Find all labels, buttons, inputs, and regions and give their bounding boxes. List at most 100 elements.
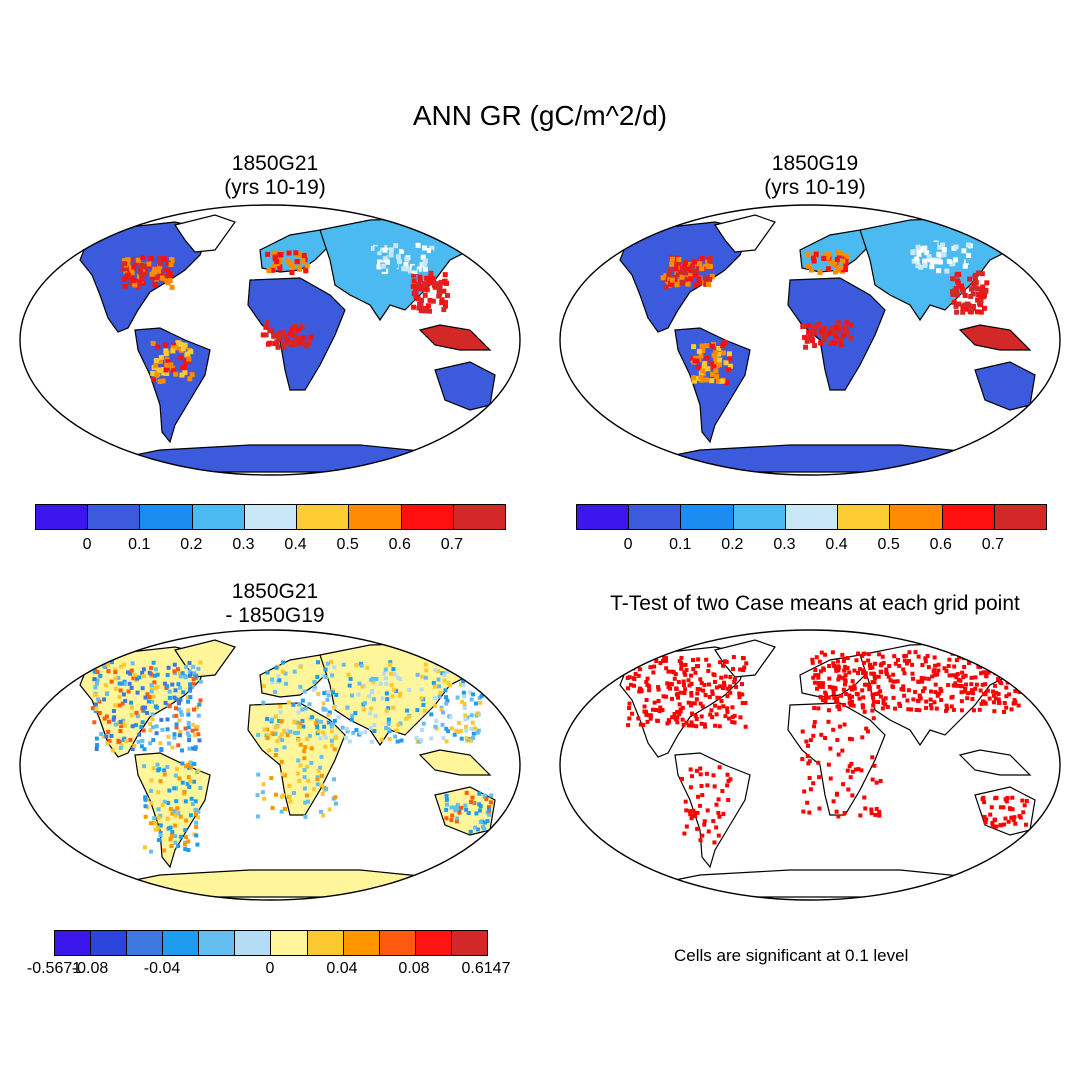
grid-cell xyxy=(922,686,927,691)
grid-cell xyxy=(374,677,379,682)
grid-cell xyxy=(279,809,284,814)
grid-cell xyxy=(423,675,428,680)
grid-cell xyxy=(700,704,705,709)
grid-cell xyxy=(442,678,447,683)
grid-cell xyxy=(469,726,474,731)
grid-cell xyxy=(996,697,1001,702)
grid-cell xyxy=(151,738,156,743)
grid-cell xyxy=(255,793,260,798)
grid-cell xyxy=(994,824,999,829)
grid-cell xyxy=(122,681,127,686)
grid-cell xyxy=(717,724,722,729)
grid-cell xyxy=(970,291,976,297)
grid-cell xyxy=(423,662,428,667)
grid-cell xyxy=(836,327,842,333)
grid-cell xyxy=(143,695,148,700)
grid-cell xyxy=(721,663,726,668)
grid-cell xyxy=(849,761,854,766)
grid-cell xyxy=(173,688,178,693)
grid-cell xyxy=(856,671,861,676)
grid-cell xyxy=(173,773,178,778)
grid-cell xyxy=(980,699,985,704)
grid-cell xyxy=(267,340,273,346)
grid-cell xyxy=(113,686,118,691)
grid-cell xyxy=(990,657,995,662)
grid-cell xyxy=(728,675,733,680)
grid-cell xyxy=(142,764,147,769)
grid-cell xyxy=(965,258,971,264)
grid-cell xyxy=(969,675,974,680)
grid-cell xyxy=(125,257,131,263)
grid-cell xyxy=(187,673,192,678)
grid-cell xyxy=(298,742,303,747)
grid-cell xyxy=(669,261,675,267)
grid-cell xyxy=(665,277,671,283)
grid-cell xyxy=(266,733,271,738)
grid-cell xyxy=(737,691,742,696)
grid-cell xyxy=(824,695,829,700)
grid-cell xyxy=(840,675,845,680)
grid-cell xyxy=(444,793,449,798)
grid-cell xyxy=(274,665,279,670)
grid-cell xyxy=(699,343,705,349)
grid-cell xyxy=(433,281,439,287)
grid-cell xyxy=(657,709,662,714)
grid-cell xyxy=(187,746,192,751)
grid-cell xyxy=(395,254,401,260)
grid-cell xyxy=(991,659,996,664)
grid-cell xyxy=(1013,821,1018,826)
grid-cell xyxy=(656,685,661,690)
grid-cell xyxy=(399,738,404,743)
grid-cell xyxy=(331,690,336,695)
grid-cell xyxy=(813,251,819,257)
grid-cell xyxy=(967,660,972,665)
colorbar-swatch xyxy=(379,931,416,955)
grid-cell xyxy=(437,282,443,288)
grid-cell xyxy=(159,748,164,753)
grid-cell xyxy=(196,732,201,737)
grid-cell xyxy=(639,689,644,694)
grid-cell xyxy=(719,378,725,384)
grid-cell xyxy=(704,355,710,361)
grid-cell xyxy=(166,273,172,279)
grid-cell xyxy=(1019,673,1024,678)
grid-cell xyxy=(282,728,287,733)
grid-cell xyxy=(707,255,713,261)
grid-cell xyxy=(837,250,843,256)
grid-cell xyxy=(196,809,201,814)
grid-cell xyxy=(692,263,698,269)
grid-cell xyxy=(1003,816,1008,821)
grid-cell xyxy=(422,708,427,713)
grid-cell xyxy=(917,708,922,713)
grid-cell xyxy=(901,667,906,672)
grid-cell xyxy=(722,683,727,688)
grid-cell xyxy=(641,722,646,727)
grid-cell xyxy=(457,720,462,725)
grid-cell xyxy=(691,259,697,265)
grid-cell xyxy=(884,672,889,677)
grid-cell xyxy=(684,668,689,673)
grid-cell xyxy=(293,731,298,736)
grid-cell xyxy=(714,374,720,380)
grid-cell xyxy=(984,817,989,822)
grid-cell xyxy=(816,675,821,680)
grid-cell xyxy=(940,242,946,248)
grid-cell xyxy=(295,720,300,725)
grid-cell xyxy=(471,731,476,736)
grid-cell xyxy=(713,703,718,708)
grid-cell xyxy=(319,719,324,724)
grid-cell xyxy=(703,377,709,383)
grid-cell xyxy=(194,674,199,679)
grid-cell xyxy=(442,303,448,309)
grid-cell xyxy=(658,660,663,665)
colorbar-main-left-labels: 0 0.1 0.2 0.3 0.4 0.5 0.6 0.7 xyxy=(35,536,504,558)
grid-cell xyxy=(460,671,465,676)
grid-cell xyxy=(422,258,428,264)
grid-cell xyxy=(662,655,667,660)
grid-cell xyxy=(172,732,177,737)
grid-cell xyxy=(803,344,809,350)
grid-cell xyxy=(266,268,272,274)
grid-cell xyxy=(314,718,319,723)
grid-cell xyxy=(104,714,109,719)
grid-cell xyxy=(186,708,191,713)
